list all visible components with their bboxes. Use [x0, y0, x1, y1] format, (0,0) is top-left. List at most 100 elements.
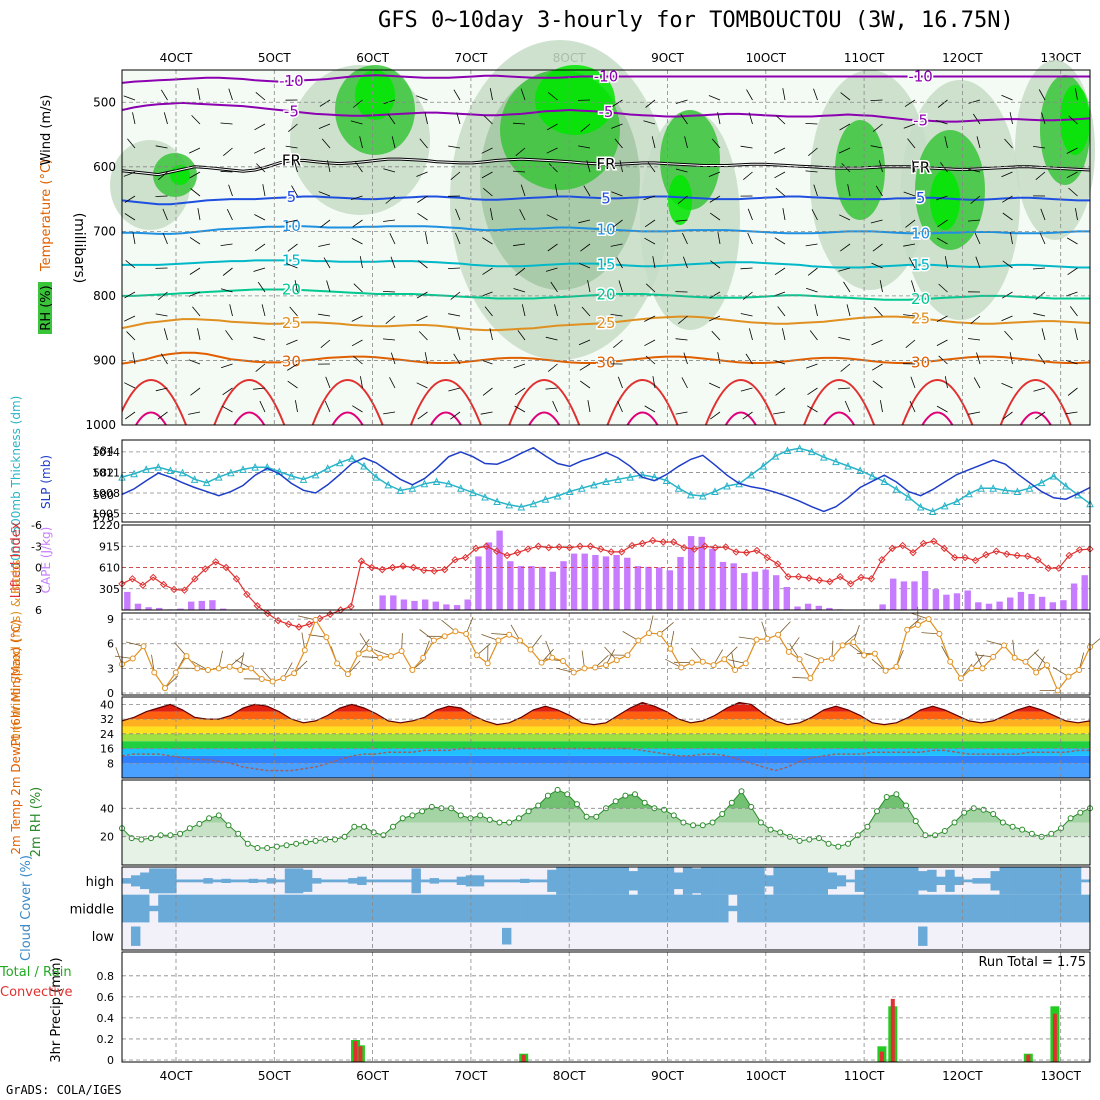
cloud-cell — [1035, 867, 1046, 895]
wind-barb — [936, 237, 948, 245]
cloud-cell — [502, 894, 512, 923]
li-tick-label: -6 — [31, 519, 42, 532]
wind-speed-point — [968, 665, 975, 672]
wind-speed-point — [237, 667, 244, 673]
thickness-point — [287, 471, 296, 480]
rh-point — [883, 794, 890, 800]
wind-barb — [968, 411, 981, 415]
rh-point — [1048, 830, 1055, 837]
wind-barb — [450, 411, 461, 420]
isotherm-label: 15 — [911, 256, 930, 274]
cape-axis-label: CAPE (J/kg) — [39, 527, 53, 594]
rh-point — [535, 802, 542, 809]
rh-tick-label: 40 — [100, 802, 114, 815]
chart-title: GFS 0~10day 3-hourly for TOMBOUCTOU (3W,… — [378, 8, 1014, 33]
thickness-point — [372, 473, 380, 481]
cape-bar — [879, 604, 886, 610]
cloud-cell — [646, 894, 657, 923]
thickness-point — [396, 486, 405, 494]
wind-barb — [261, 304, 266, 317]
wind-barb — [837, 387, 851, 390]
wind-barb — [644, 219, 656, 228]
wind-barb — [708, 315, 721, 322]
li-point — [451, 556, 459, 564]
isotherm-hot-loop — [704, 379, 777, 425]
li-point — [878, 556, 886, 564]
wind-barb — [351, 339, 363, 347]
cape-bar — [932, 589, 939, 610]
li-point — [1055, 564, 1063, 572]
wind-barb — [872, 123, 883, 132]
cloud-cell — [1071, 867, 1082, 895]
rh-point — [912, 818, 919, 825]
wind-barb — [1066, 237, 1078, 245]
cloud-cell — [755, 867, 765, 895]
wind-speed-point — [603, 662, 609, 669]
wind-speed-point — [172, 669, 179, 676]
wind-barb-10m — [581, 650, 585, 669]
wind-barb — [806, 405, 818, 413]
rh-point — [757, 819, 764, 826]
wind-barb — [874, 306, 883, 317]
isotherm-line — [122, 315, 1090, 332]
wind-barb — [547, 243, 558, 252]
wind-barb — [254, 147, 266, 154]
wind-barb — [619, 160, 623, 173]
thickness-point — [299, 475, 308, 483]
isotherm-label: 25 — [596, 314, 615, 332]
wind-barb — [350, 120, 363, 125]
cloud-cell — [447, 879, 458, 883]
wind-barb — [355, 161, 363, 173]
wind-barb — [580, 123, 591, 133]
wind-barb — [907, 138, 916, 149]
li-point — [940, 544, 948, 553]
cape-bar — [560, 561, 567, 610]
wind-speed-point — [140, 643, 147, 650]
isotherm-label: -5 — [913, 111, 928, 129]
isotherm-hot-loop — [606, 379, 679, 425]
rh-point — [999, 819, 1006, 826]
thickness-point — [965, 489, 973, 498]
wind-barb — [644, 405, 656, 413]
wind-barb — [513, 363, 526, 369]
isotherm-label: FR — [282, 151, 301, 169]
li-point — [232, 575, 241, 583]
wind-barb — [773, 291, 786, 297]
wind-barb — [517, 330, 526, 341]
wind-barb — [285, 145, 298, 149]
thickness-point — [360, 461, 368, 470]
thickness-point — [384, 480, 393, 489]
wind-barb — [482, 237, 493, 245]
day-label-top: 11OCT — [844, 51, 885, 65]
rh-point — [177, 830, 184, 837]
thickness-point — [783, 446, 792, 455]
precip-tick-label: 0.2 — [97, 1033, 115, 1046]
wind-barb — [255, 363, 266, 372]
wind-speed-point — [538, 659, 545, 666]
wind-barb — [489, 88, 493, 101]
wind-barb — [1032, 267, 1046, 270]
cloud-cell — [691, 894, 702, 923]
cloud-cell — [827, 872, 837, 890]
temp-tick-label: 40 — [100, 698, 114, 711]
cape-bar — [1017, 591, 1025, 610]
li-point — [368, 563, 376, 572]
wind-barb — [684, 136, 688, 149]
cloud-cell — [963, 879, 973, 883]
cloud-cell — [746, 867, 756, 895]
wind-barb — [749, 328, 753, 341]
cloud-cell — [375, 894, 385, 923]
isotherm-label: 10 — [911, 224, 930, 242]
cape-bar — [634, 566, 642, 610]
temp-band — [122, 741, 1090, 749]
cape-bar — [570, 553, 578, 610]
cape-bar — [134, 603, 142, 610]
wind-barb — [253, 387, 266, 390]
cape-bar — [592, 555, 599, 610]
wind-barb-10m — [373, 649, 392, 657]
cloud-cell — [185, 894, 195, 923]
wind-speed-point — [796, 656, 803, 663]
wind-barb — [222, 267, 233, 276]
wind-barb — [453, 89, 461, 101]
wind-speed-point — [753, 636, 760, 643]
